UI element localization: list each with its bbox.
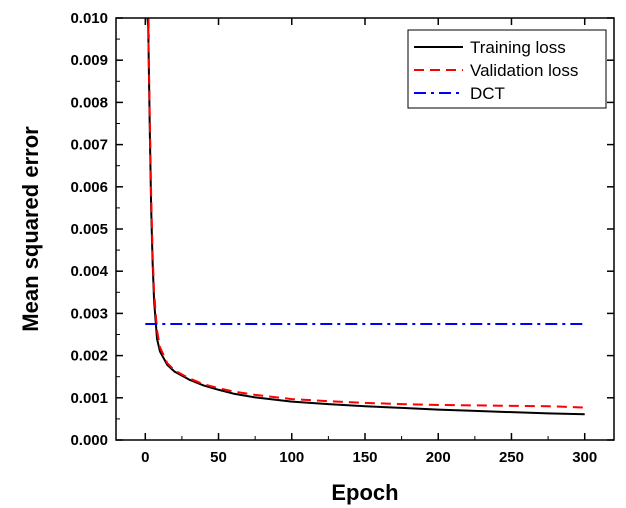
series-layer <box>145 18 585 416</box>
x-tick-label: 300 <box>572 449 597 466</box>
x-tick-label: 100 <box>279 449 304 466</box>
y-tick-label: 0.007 <box>70 137 108 154</box>
y-tick-label: 0.006 <box>70 179 108 196</box>
x-tick-label: 150 <box>352 449 377 466</box>
legend-box <box>407 29 607 109</box>
y-tick-label: 0.000 <box>70 432 108 449</box>
y-axis: 0.000 0.001 0.002 0.003 0.004 0.005 0.006 0.007… <box>70 10 614 449</box>
y-tick-label: 0.005 <box>70 221 108 238</box>
legend-label: DCT <box>470 84 505 103</box>
x-axis-title: Epoch <box>331 480 398 505</box>
y-axis-title: Mean squared error <box>18 126 43 332</box>
series-line-validation-loss <box>147 26 585 409</box>
y-tick-label: 0.010 <box>70 10 108 27</box>
y-tick-label: 0.001 <box>70 390 108 407</box>
legend-label: Validation loss <box>470 61 578 80</box>
x-tick-label: 200 <box>426 449 451 466</box>
x-tick-label: 0 <box>141 449 149 466</box>
x-tick-label: 250 <box>499 449 524 466</box>
y-tick-label: 0.002 <box>70 348 108 365</box>
y-tick-label: 0.009 <box>70 52 108 69</box>
y-tick-label: 0.008 <box>70 94 108 111</box>
legend: Training loss Validation loss DCT <box>407 29 607 109</box>
x-axis: 0 50 100 150 200 250 300 <box>141 18 597 466</box>
y-tick-label: 0.003 <box>70 305 108 322</box>
x-tick-label: 50 <box>210 449 227 466</box>
legend-label: Training loss <box>470 38 566 57</box>
y-tick-label: 0.004 <box>70 263 108 280</box>
